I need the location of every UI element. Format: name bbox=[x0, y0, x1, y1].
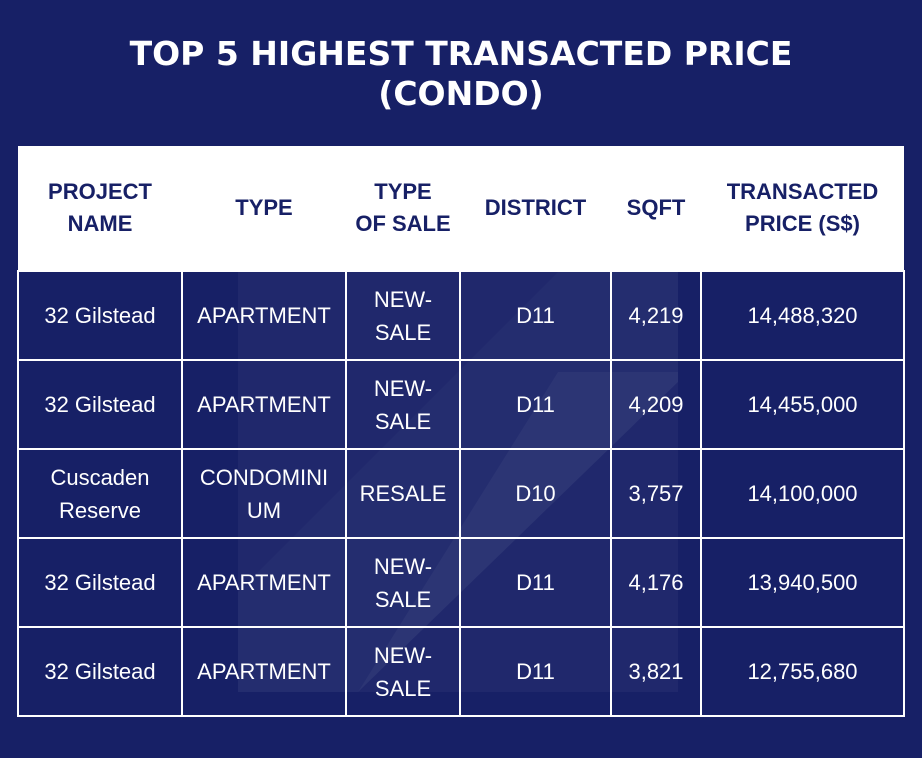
header-sqft-line-1: SQFT bbox=[626, 195, 686, 220]
table-row: 32 Gilstead APARTMENT NEW- SALE D11 4,20… bbox=[17, 359, 905, 450]
header-type-line-1: TYPE bbox=[235, 195, 293, 220]
header-type: TYPE bbox=[182, 146, 346, 271]
cell-project-name: Cuscaden Reserve bbox=[17, 448, 183, 539]
cell-type: APARTMENT bbox=[181, 270, 347, 361]
cell-project-name: 32 Gilstead bbox=[17, 359, 183, 450]
cell-district: D10 bbox=[459, 448, 612, 539]
cell-transacted-price: 14,100,000 bbox=[700, 448, 905, 539]
title-line-2: (CONDO) bbox=[378, 74, 544, 113]
cell-project-name: 32 Gilstead bbox=[17, 626, 183, 717]
cell-type-of-sale: RESALE bbox=[345, 448, 461, 539]
cell-type-of-sale-line-1: NEW- bbox=[373, 375, 433, 401]
cell-type-of-sale-line-1: NEW- bbox=[373, 642, 433, 668]
cell-type-of-sale-line-1: RESALE bbox=[359, 481, 447, 506]
cell-sqft: 3,757 bbox=[610, 448, 702, 539]
cell-transacted-price: 13,940,500 bbox=[700, 537, 905, 628]
cell-type-of-sale: NEW- SALE bbox=[345, 537, 461, 628]
table-body: 32 Gilstead APARTMENT NEW- SALE D11 4,21… bbox=[17, 270, 905, 717]
header-project-name-line-2: NAME bbox=[67, 211, 133, 236]
cell-district: D11 bbox=[459, 537, 612, 628]
table-row: Cuscaden Reserve CONDOMINI UM RESALE D10… bbox=[17, 448, 905, 539]
cell-type: CONDOMINI UM bbox=[181, 448, 347, 539]
cell-type-of-sale-line-2: SALE bbox=[374, 408, 432, 434]
cell-sqft: 4,176 bbox=[610, 537, 702, 628]
header-sqft: SQFT bbox=[611, 146, 701, 271]
header-transacted-price: TRANSACTED PRICE (S$) bbox=[701, 146, 904, 271]
cell-project-name-line-1: Cuscaden bbox=[50, 464, 150, 490]
cell-district: D11 bbox=[459, 359, 612, 450]
header-district: DISTRICT bbox=[460, 146, 611, 271]
table-header: PROJECT NAME TYPE TYPE OF SALE DISTRICT … bbox=[18, 146, 904, 271]
header-project-name-line-1: PROJECT bbox=[48, 179, 152, 204]
cell-district: D11 bbox=[459, 626, 612, 717]
cell-type: APARTMENT bbox=[181, 626, 347, 717]
cell-sqft: 4,209 bbox=[610, 359, 702, 450]
cell-type: APARTMENT bbox=[181, 537, 347, 628]
cell-type-of-sale: NEW- SALE bbox=[345, 626, 461, 717]
transactions-table: PROJECT NAME TYPE TYPE OF SALE DISTRICT … bbox=[17, 146, 905, 717]
cell-type: APARTMENT bbox=[181, 359, 347, 450]
header-transacted-price-line-1: TRANSACTED bbox=[726, 179, 879, 204]
title-line-1: TOP 5 HIGHEST TRANSACTED PRICE bbox=[129, 34, 793, 73]
cell-type-line-1: CONDOMINI bbox=[199, 464, 329, 490]
cell-project-name: 32 Gilstead bbox=[17, 270, 183, 361]
header-type-of-sale-line-1: TYPE bbox=[374, 179, 432, 204]
cell-project-name-line-2: Reserve bbox=[59, 497, 141, 523]
cell-type-of-sale-line-1: NEW- bbox=[373, 286, 433, 312]
page-title: TOP 5 HIGHEST TRANSACTED PRICE (CONDO) bbox=[0, 34, 922, 114]
table-row: 32 Gilstead APARTMENT NEW- SALE D11 3,82… bbox=[17, 626, 905, 717]
cell-type-of-sale-line-2: SALE bbox=[374, 675, 432, 701]
table-row: 32 Gilstead APARTMENT NEW- SALE D11 4,17… bbox=[17, 537, 905, 628]
header-type-of-sale-line-2: OF SALE bbox=[355, 211, 451, 236]
header-district-line-1: DISTRICT bbox=[484, 195, 587, 220]
cell-type-of-sale: NEW- SALE bbox=[345, 270, 461, 361]
cell-type-of-sale-line-1: NEW- bbox=[373, 553, 433, 579]
cell-sqft: 4,219 bbox=[610, 270, 702, 361]
header-type-of-sale: TYPE OF SALE bbox=[346, 146, 460, 271]
cell-sqft: 3,821 bbox=[610, 626, 702, 717]
header-row: PROJECT NAME TYPE TYPE OF SALE DISTRICT … bbox=[18, 146, 904, 271]
cell-district: D11 bbox=[459, 270, 612, 361]
cell-type-line-2: UM bbox=[246, 497, 282, 523]
table-row: 32 Gilstead APARTMENT NEW- SALE D11 4,21… bbox=[17, 270, 905, 361]
cell-transacted-price: 12,755,680 bbox=[700, 626, 905, 717]
cell-transacted-price: 14,455,000 bbox=[700, 359, 905, 450]
cell-type-of-sale-line-2: SALE bbox=[374, 319, 432, 345]
cell-type-of-sale: NEW- SALE bbox=[345, 359, 461, 450]
header-transacted-price-line-2: PRICE (S$) bbox=[745, 211, 860, 236]
cell-type-of-sale-line-2: SALE bbox=[374, 586, 432, 612]
cell-project-name: 32 Gilstead bbox=[17, 537, 183, 628]
header-project-name: PROJECT NAME bbox=[18, 146, 182, 271]
cell-transacted-price: 14,488,320 bbox=[700, 270, 905, 361]
